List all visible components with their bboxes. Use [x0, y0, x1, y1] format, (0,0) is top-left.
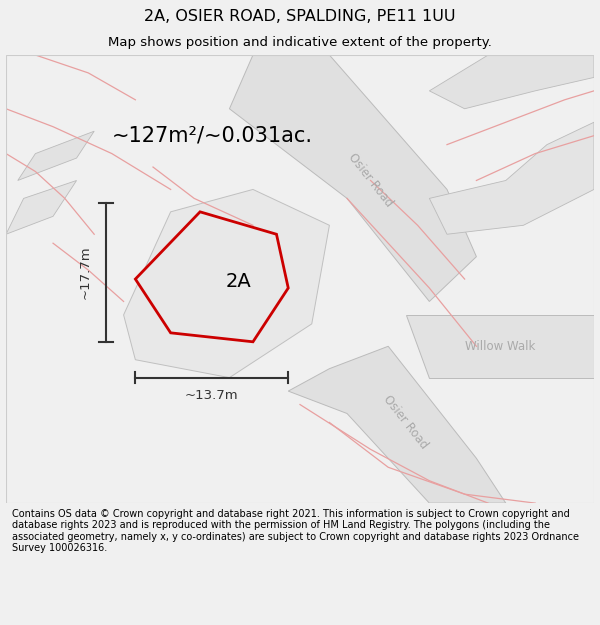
- Text: ~13.7m: ~13.7m: [185, 389, 239, 402]
- Text: Willow Walk: Willow Walk: [465, 340, 535, 352]
- Polygon shape: [6, 181, 77, 234]
- Text: Map shows position and indicative extent of the property.: Map shows position and indicative extent…: [108, 36, 492, 49]
- Text: Osier Road: Osier Road: [346, 151, 395, 210]
- Text: ~127m²/~0.031ac.: ~127m²/~0.031ac.: [111, 126, 312, 146]
- Text: 2A, OSIER ROAD, SPALDING, PE11 1UU: 2A, OSIER ROAD, SPALDING, PE11 1UU: [144, 9, 456, 24]
- Text: ~17.7m: ~17.7m: [79, 246, 92, 299]
- Polygon shape: [430, 122, 594, 234]
- Polygon shape: [18, 131, 94, 181]
- Polygon shape: [229, 55, 476, 301]
- Polygon shape: [430, 55, 594, 109]
- Polygon shape: [288, 346, 506, 503]
- Polygon shape: [124, 189, 329, 378]
- Polygon shape: [136, 212, 288, 342]
- Text: Contains OS data © Crown copyright and database right 2021. This information is : Contains OS data © Crown copyright and d…: [12, 509, 579, 553]
- Text: Osier Road: Osier Road: [381, 393, 431, 452]
- Polygon shape: [406, 315, 594, 378]
- Text: 2A: 2A: [226, 272, 251, 291]
